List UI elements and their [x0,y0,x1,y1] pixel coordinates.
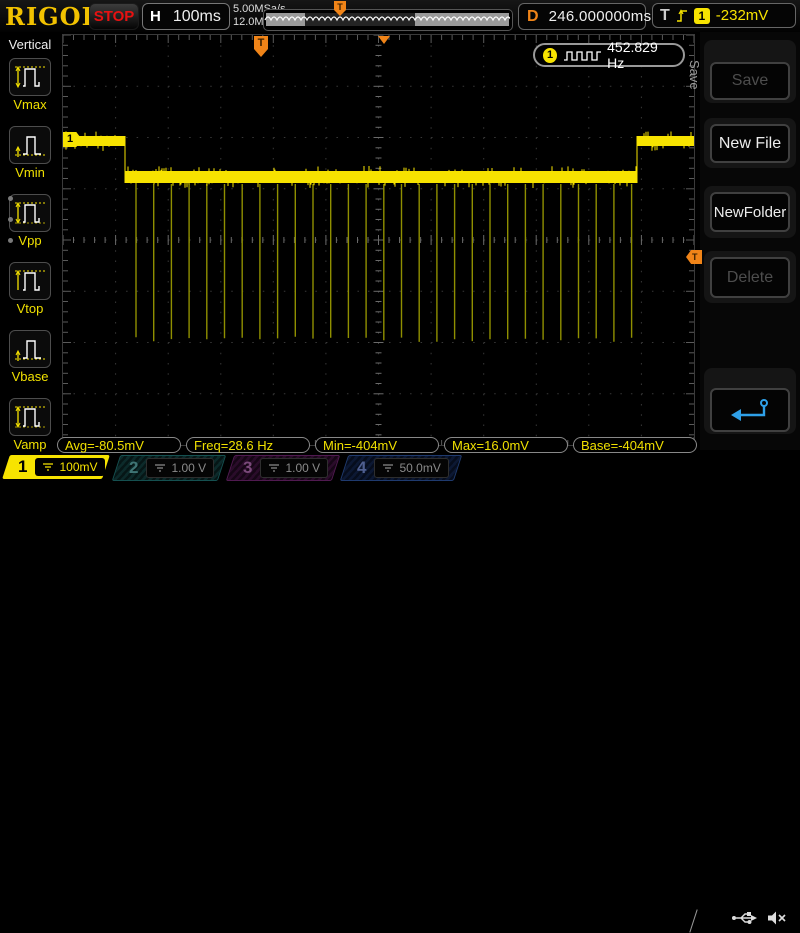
speaker-muted-icon[interactable] [767,911,786,925]
horizontal-label: H [150,8,161,25]
ground-coupling-icon [155,464,166,472]
memory-trigger-marker[interactable]: T [334,1,346,16]
top-status-bar: RIGOL STOP H 100ms 5.00MSa/s 12.0M pts T… [0,0,800,32]
channel-1-tab[interactable]: 1 100mV [2,455,110,479]
sidebar-item-vmin[interactable]: Vmin [0,126,60,180]
sidebar-item-label: Vamp [13,437,47,452]
statusbar-divider [689,909,698,933]
sidebar-item-vpp[interactable]: Vpp [0,194,60,248]
save-button[interactable]: Save [710,62,790,100]
sidebar-item-vbase[interactable]: Vbase [0,330,60,384]
sidebar-item-label: Vpp [18,233,42,248]
graticule-display: 1 T T 1 452.829 Hz [62,34,702,446]
vertical-measure-menu: Vertical Vmax Vmin [0,32,60,452]
waveform-memory-bar [263,9,513,31]
measurement-max: Max=16.0mV [444,437,568,453]
sidebar-item-vamp[interactable]: Vamp [0,398,60,452]
channel-4-tab[interactable]: 4 50.0mV [339,455,463,481]
memory-wave-icon [264,16,510,22]
ground-coupling-icon [269,464,280,472]
trigger-source-badge: 1 [693,7,710,24]
channel-scale: 1.00 V [171,461,207,475]
measurement-bar: Avg=-80.5mV Freq=28.6 Hz Min=-404mV Max=… [0,437,800,454]
center-reference-marker [378,36,390,44]
waveform-plot [62,34,695,446]
delay-value: 246.000000ms [548,8,652,25]
measurement-base: Base=-404mV [573,437,697,453]
delete-button[interactable]: Delete [710,257,790,298]
channel-number: 1 [18,457,28,476]
vtop-icon [9,262,51,300]
measurement-min: Min=-404mV [315,437,439,453]
timebase-value: 100ms [172,7,221,25]
memory-segment-left [266,13,305,26]
usb-icon [732,912,757,924]
trigger-level-marker[interactable]: T [686,250,702,264]
trigger-label: T [660,6,670,24]
channel-number: 4 [357,458,367,477]
channel-2-tab[interactable]: 2 1.00 V [111,455,227,481]
trigger-position-marker[interactable]: T [254,36,268,57]
ground-coupling-icon [43,463,54,471]
delay-label: D [527,7,539,25]
delay-box: D 246.000000ms [518,3,651,30]
rising-edge-icon [676,9,687,22]
horizontal-timebase-box: H 100ms [142,3,230,30]
sidebar-item-label: Vmax [13,97,47,112]
trigger-level-value: -232mV [715,7,769,24]
softkey-menu: Save New File NewFolder Delete [700,32,800,450]
run-state-badge: STOP [89,3,139,30]
channel1-offset-marker[interactable]: 1 [63,132,82,147]
channel-scale: 100mV [59,460,98,474]
sidebar-item-vtop[interactable]: Vtop [0,262,60,316]
measurement-avg: Avg=-80.5mV [57,437,181,453]
frequency-counter: 1 452.829 Hz [533,39,685,71]
counter-channel-badge: 1 [543,47,558,63]
new-folder-button[interactable]: NewFolder [710,192,790,232]
sidebar-item-vmax[interactable]: Vmax [0,58,60,112]
channel-3-tab[interactable]: 3 1.00 V [225,455,341,481]
channel-status-bar: 1 100mV 2 1.00 V 3 [0,454,800,933]
channel-scale: 1.00 V [285,461,321,475]
memory-segment-window [305,13,415,26]
back-button[interactable] [710,388,790,432]
system-status-icons [731,911,786,925]
rigol-logo: RIGOL [5,2,100,31]
menu-title: Vertical [8,37,52,52]
memory-segment-right [415,13,509,26]
new-file-button[interactable]: New File [710,124,790,163]
pulse-train-icon [564,50,602,61]
frequency-value: 452.829 Hz [607,39,658,71]
sidebar-item-label: Vmin [15,165,45,180]
sidebar-item-label: Vbase [11,369,49,384]
channel-scale: 50.0mV [399,461,441,475]
vpp-icon [9,194,51,232]
vamp-icon [9,398,51,436]
sidebar-item-label: Vtop [16,301,44,316]
vmax-icon [9,58,51,96]
return-arrow-icon [731,399,768,421]
trigger-box: T 1 -232mV [652,3,796,28]
measurement-freq: Freq=28.6 Hz [186,437,310,453]
channel-number: 2 [129,458,139,477]
menu-tab-save: Save [687,60,702,90]
vbase-icon [9,330,51,368]
channel-number: 3 [243,458,253,477]
ground-coupling-icon [383,464,394,472]
vmin-icon [9,126,51,164]
